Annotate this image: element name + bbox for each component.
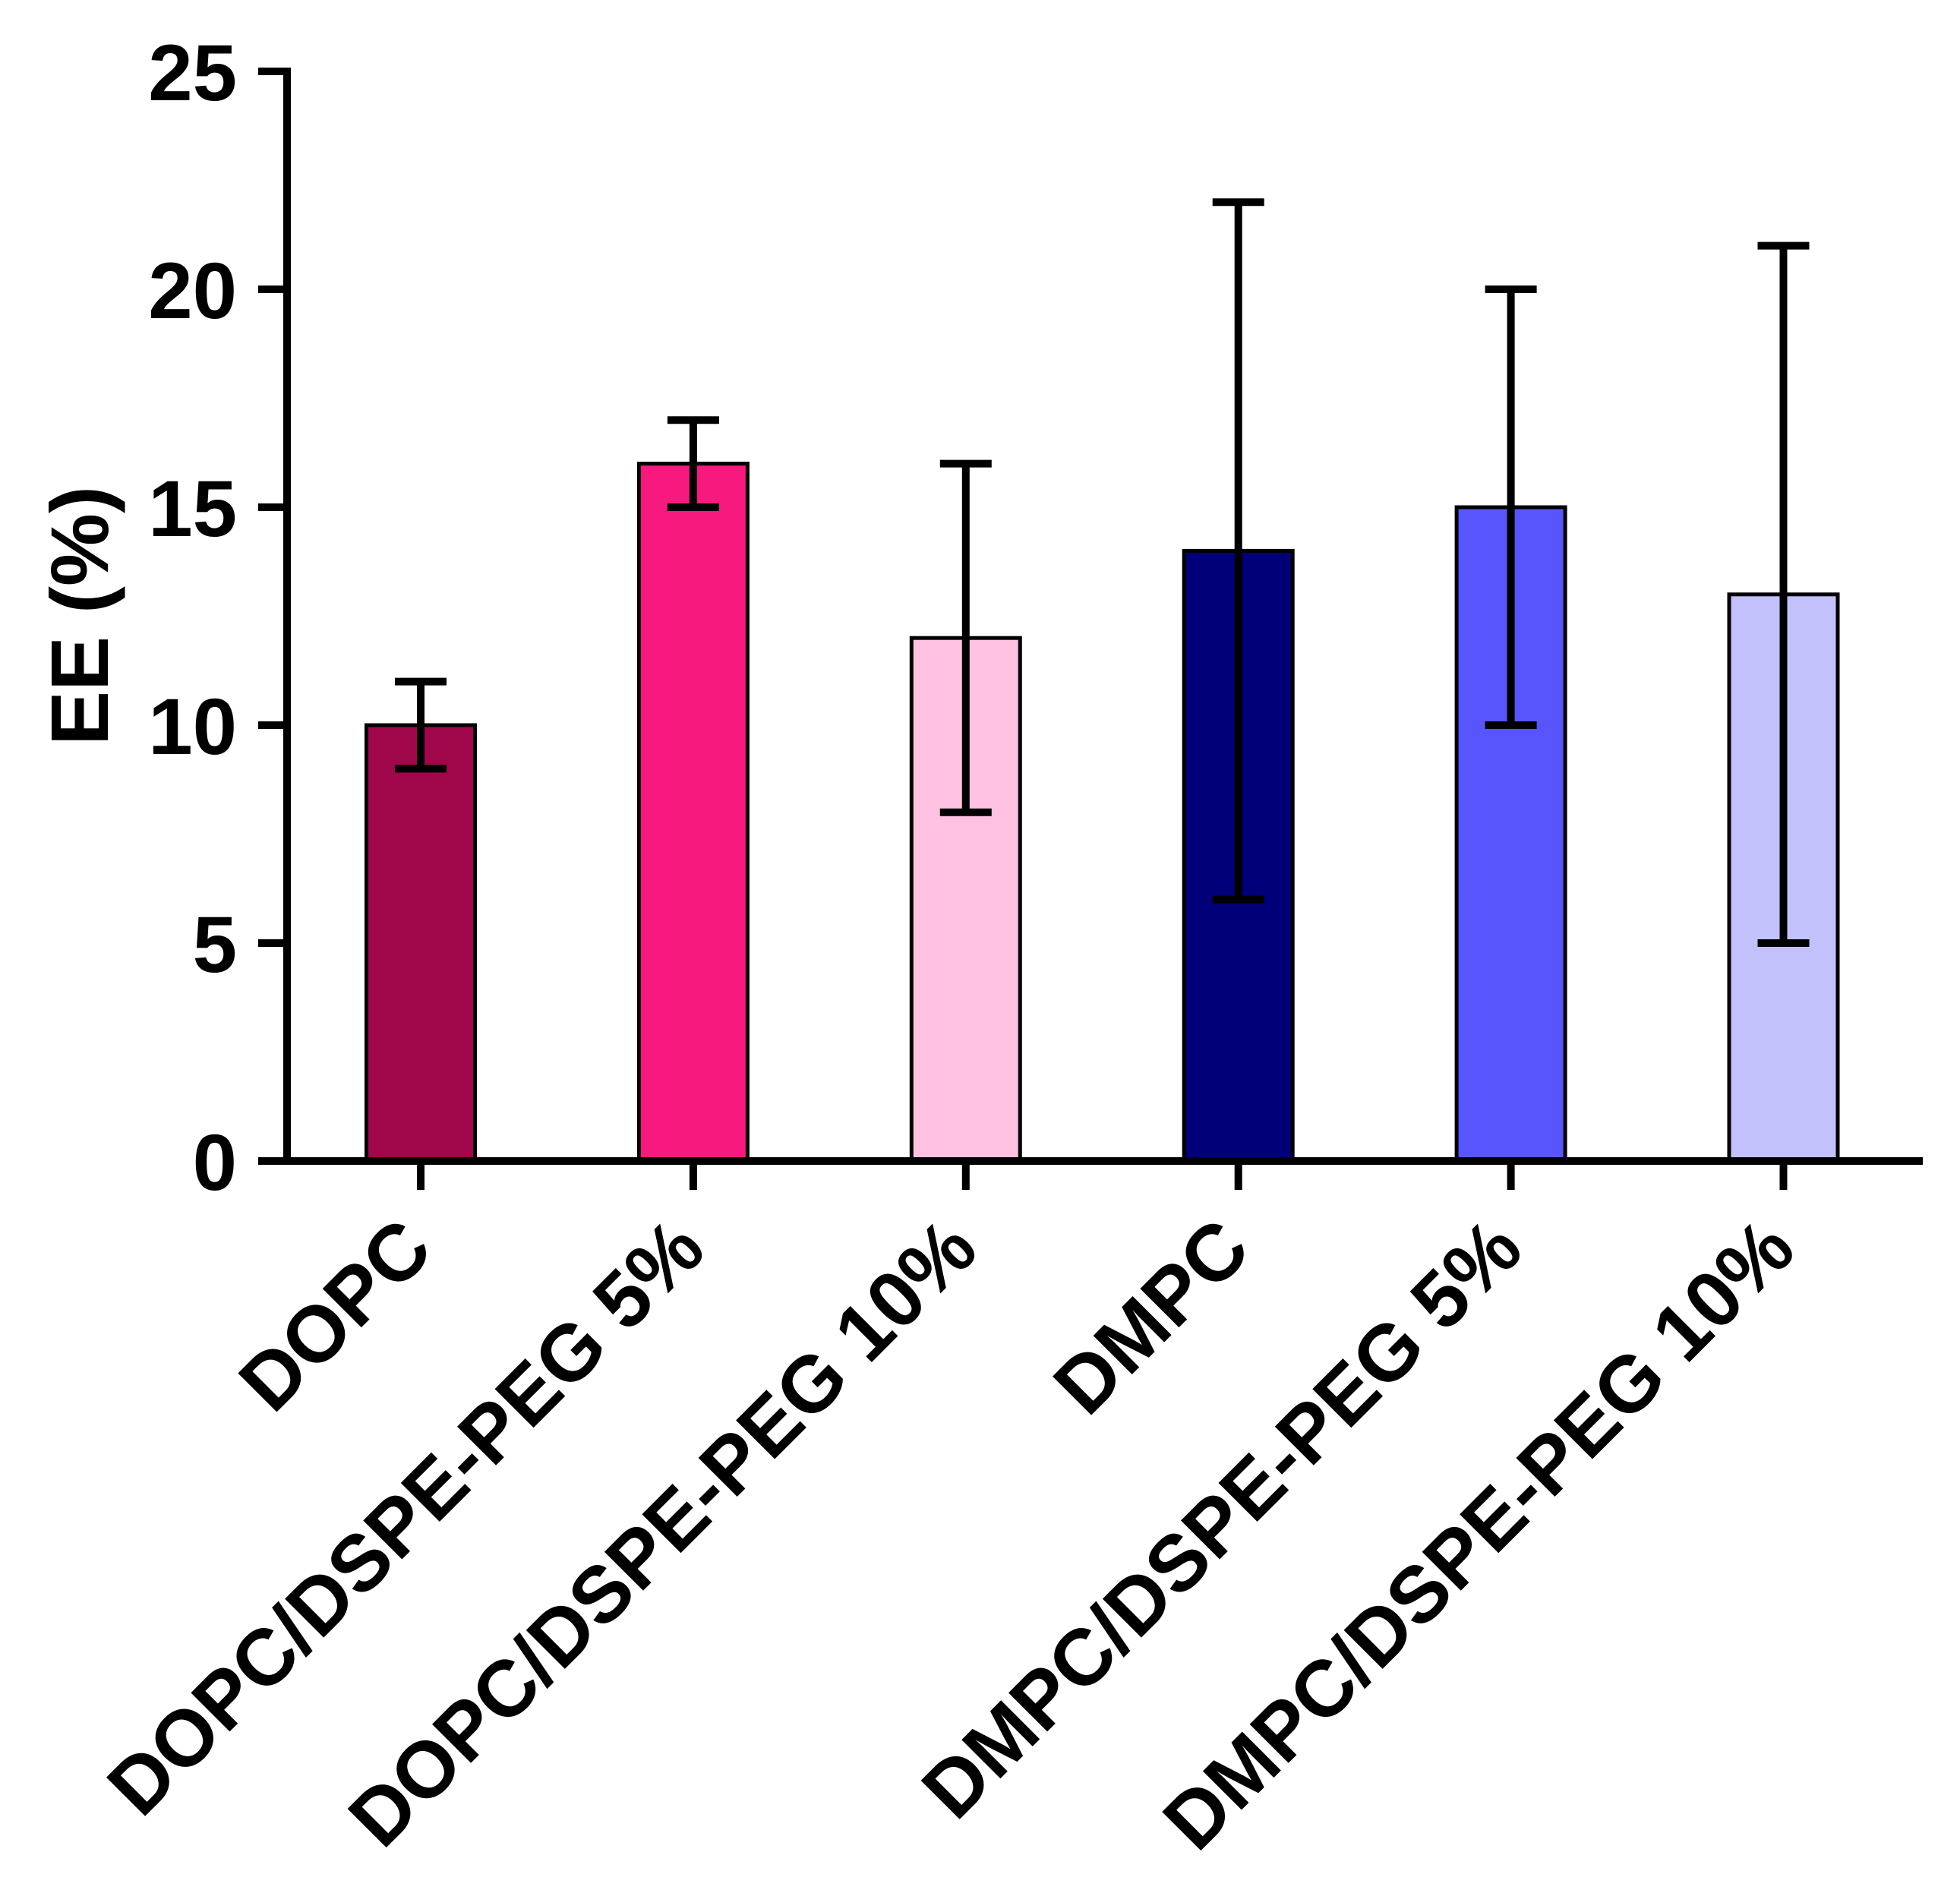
error-bar-dopc-dspe-peg-10 xyxy=(939,459,992,816)
bar-dopc-dspe-peg-5 xyxy=(636,462,750,1163)
y-tick-label-20: 20 xyxy=(148,247,237,336)
error-bar-dopc-dspe-peg-5 xyxy=(667,416,719,511)
bar-dopc xyxy=(365,723,477,1163)
y-tick-label-0: 0 xyxy=(193,1118,237,1207)
y-tick-label-5: 5 xyxy=(193,901,237,989)
y-tick-label-10: 10 xyxy=(148,683,237,771)
y-axis-label: EE (%) xyxy=(33,486,125,746)
error-bars xyxy=(395,198,1810,947)
y-tick-label-15: 15 xyxy=(148,465,237,554)
error-bar-dopc xyxy=(395,677,447,773)
axes xyxy=(258,68,1923,1190)
error-bar-dmpc-dspe-peg-5 xyxy=(1485,286,1537,729)
y-tick-label-25: 25 xyxy=(148,29,237,118)
error-bar-dmpc-dspe-peg-10 xyxy=(1757,241,1810,947)
error-bar-dmpc xyxy=(1212,198,1264,904)
